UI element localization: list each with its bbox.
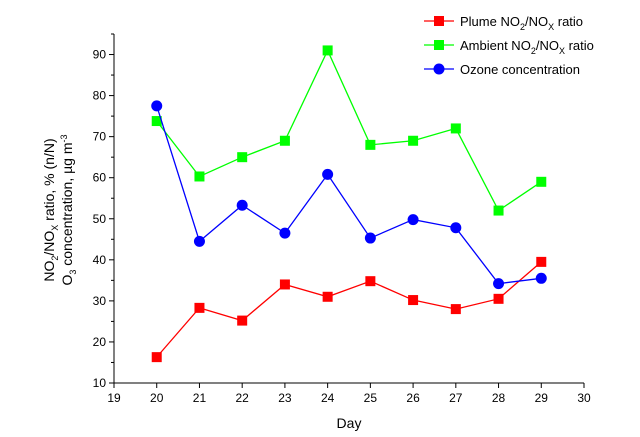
legend-item-plume: Plume NO2/NOX ratio bbox=[424, 14, 583, 32]
data-point bbox=[237, 315, 248, 326]
y-tick-label: 50 bbox=[93, 212, 107, 226]
x-tick-label: 24 bbox=[321, 391, 335, 405]
data-point bbox=[194, 171, 205, 182]
data-point bbox=[151, 116, 162, 127]
data-point bbox=[535, 272, 547, 284]
x-tick-label: 28 bbox=[492, 391, 506, 405]
x-tick-label: 27 bbox=[449, 391, 463, 405]
data-point bbox=[151, 100, 163, 112]
data-point bbox=[279, 135, 290, 146]
legend-marker-ambient bbox=[434, 40, 444, 50]
data-point bbox=[407, 214, 419, 226]
x-tick-label: 29 bbox=[535, 391, 549, 405]
x-tick-label: 23 bbox=[278, 391, 292, 405]
data-point bbox=[322, 45, 333, 56]
data-point bbox=[364, 232, 376, 244]
legend-marker-ozone bbox=[433, 63, 445, 75]
data-point bbox=[408, 295, 419, 306]
data-point bbox=[493, 278, 505, 290]
data-point bbox=[493, 205, 504, 216]
legend: Plume NO2/NOX ratio Ambient NO2/NOX rati… bbox=[424, 14, 594, 77]
y-tick-label: 20 bbox=[93, 335, 107, 349]
data-point bbox=[450, 222, 462, 234]
data-point bbox=[493, 293, 504, 304]
data-point bbox=[536, 256, 547, 267]
x-tick-label: 25 bbox=[364, 391, 378, 405]
axes bbox=[113, 34, 584, 384]
legend-marker-plume bbox=[434, 16, 444, 26]
data-point bbox=[193, 235, 205, 247]
x-tick-label: 22 bbox=[236, 391, 250, 405]
x-tick-label: 20 bbox=[150, 391, 164, 405]
y-tick-label: 70 bbox=[93, 130, 107, 144]
x-tick-label: 30 bbox=[577, 391, 591, 405]
y-tick-label: 40 bbox=[93, 253, 107, 267]
series-plume bbox=[151, 256, 547, 363]
data-point bbox=[450, 123, 461, 134]
series-line-ambient bbox=[156, 48, 542, 212]
legend-label-ambient: Ambient NO2/NOX ratio bbox=[460, 38, 594, 56]
y-axis-title-line1: NO2/NOX ratio, % (n/N) bbox=[41, 138, 60, 281]
series-line-plume bbox=[156, 261, 542, 358]
y-tick-label: 90 bbox=[93, 48, 107, 62]
legend-item-ambient: Ambient NO2/NOX ratio bbox=[424, 38, 594, 56]
y-axis-ticks: 10 20 30 40 50 60 70 80 90 bbox=[93, 33, 114, 390]
data-point bbox=[279, 227, 291, 239]
legend-label-ozone: Ozone concentration bbox=[460, 62, 580, 77]
x-tick-label: 21 bbox=[193, 391, 207, 405]
data-point bbox=[194, 302, 205, 313]
x-tick-label: 19 bbox=[107, 391, 121, 405]
x-tick-label: 26 bbox=[406, 391, 420, 405]
data-point bbox=[237, 152, 248, 163]
series-line-ozone bbox=[156, 105, 542, 285]
data-point bbox=[322, 291, 333, 302]
series-ozone bbox=[151, 100, 547, 290]
data-point bbox=[365, 139, 376, 150]
data-point bbox=[536, 176, 547, 187]
x-axis-title: Day bbox=[337, 415, 362, 431]
legend-item-ozone: Ozone concentration bbox=[424, 62, 580, 77]
data-point bbox=[450, 304, 461, 315]
legend-label-plume: Plume NO2/NOX ratio bbox=[460, 14, 583, 32]
series-ambient bbox=[151, 45, 547, 216]
y-tick-label: 60 bbox=[93, 171, 107, 185]
data-point bbox=[236, 199, 248, 211]
y-axis-title: NO2/NOX ratio, % (n/N) O3 concentration,… bbox=[41, 134, 78, 285]
y-tick-label: 30 bbox=[93, 294, 107, 308]
data-point bbox=[322, 168, 334, 180]
data-point bbox=[408, 135, 419, 146]
y-tick-label: 80 bbox=[93, 89, 107, 103]
y-tick-label: 10 bbox=[93, 376, 107, 390]
data-point bbox=[151, 352, 162, 363]
data-point bbox=[279, 279, 290, 290]
y-axis-title-line2: O3 concentration, µg m-3 bbox=[59, 134, 78, 285]
data-point bbox=[365, 276, 376, 287]
series-layer bbox=[151, 45, 547, 363]
x-axis-ticks: 19 20 21 22 23 24 25 26 27 28 29 30 bbox=[107, 383, 591, 405]
